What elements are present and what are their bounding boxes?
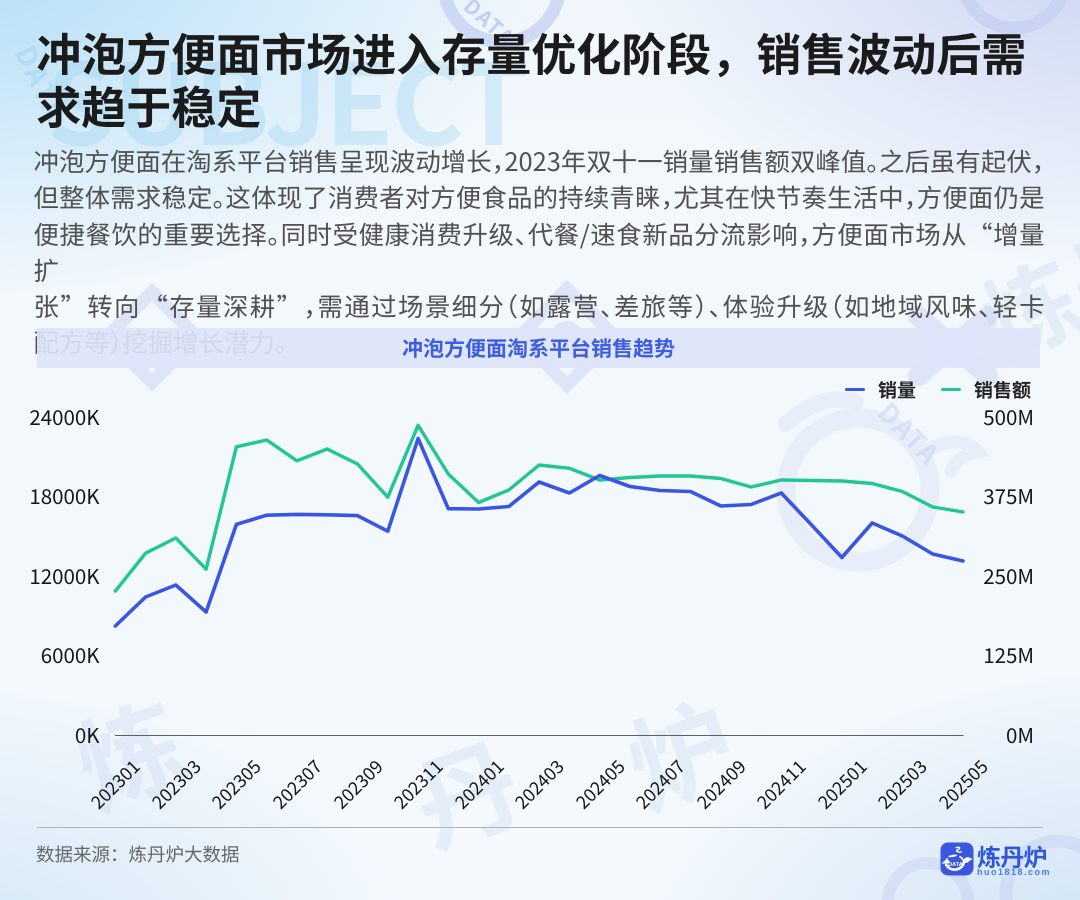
svg-text:DATA: DATA [948,862,963,868]
